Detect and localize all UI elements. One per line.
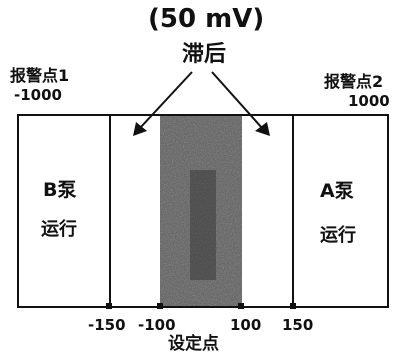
arrow-left-head xyxy=(133,122,147,136)
diagram-frame xyxy=(17,114,389,308)
pump-a-status: 运行 xyxy=(320,225,356,246)
alarm-point-1-label: 报警点1 xyxy=(10,66,70,85)
arrow-right-shaft xyxy=(211,71,263,129)
pump-a-name: A泵 xyxy=(320,180,354,202)
tick-label-100: 100 xyxy=(230,316,262,334)
alarm-point-2-label: 报警点2 xyxy=(324,72,384,91)
pump-b-name: B泵 xyxy=(43,179,77,201)
tick-mark-minus-150 xyxy=(106,303,112,309)
hysteresis-band-texture xyxy=(160,115,242,307)
pump-b-status: 运行 xyxy=(41,219,77,240)
tick-mark-150 xyxy=(290,303,296,309)
tick-mark-minus-100 xyxy=(157,303,163,309)
hysteresis-label: 滞后 xyxy=(182,42,227,67)
tick-mark-100 xyxy=(238,303,244,309)
tick-label-minus-150: -150 xyxy=(88,316,126,334)
hysteresis-band-core xyxy=(190,170,216,280)
hysteresis-value: (50 mV) xyxy=(148,4,265,34)
tick-label-150: 150 xyxy=(282,316,314,334)
arrow-left-shaft xyxy=(139,71,193,129)
setpoint-label: 设定点 xyxy=(168,334,219,354)
alarm-point-2-value: 1000 xyxy=(348,92,390,110)
arrow-right-head xyxy=(255,122,270,136)
alarm-point-1-value: -1000 xyxy=(14,86,62,104)
tick-label-minus-100: -100 xyxy=(138,316,176,334)
